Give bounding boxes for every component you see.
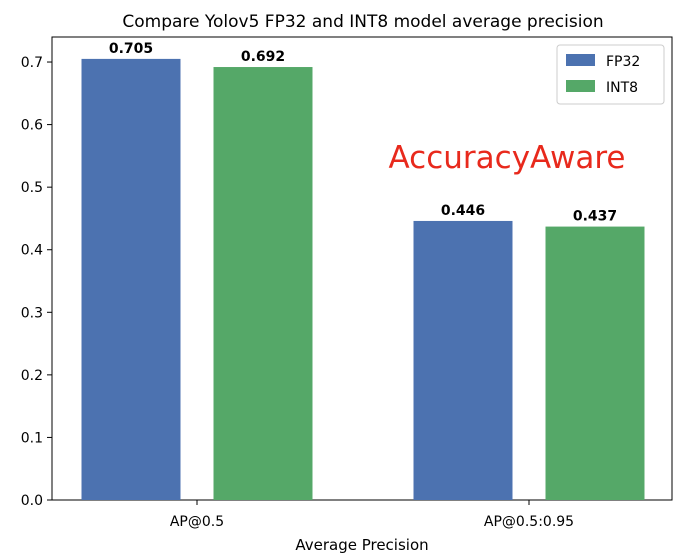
data-labels-group: 0.705 0.692 0.446 0.437 [109,41,617,225]
bar-int8-0 [213,67,313,500]
bar-fp32-1 [413,220,513,500]
legend-label-int8: INT8 [606,80,638,96]
y-tick-label: 0.2 [21,368,43,384]
y-tick-label: 0.6 [21,118,43,134]
bar-fp32-0 [81,58,181,500]
y-tick-label: 0.4 [21,243,43,259]
data-label: 0.692 [241,49,285,65]
x-tick-label: AP@0.5:0.95 [484,514,574,530]
chart-title: Compare Yolov5 FP32 and INT8 model avera… [122,12,603,32]
data-label: 0.705 [109,41,153,57]
data-label: 0.446 [441,203,485,219]
accuracy-aware-annotation: AccuracyAware [389,140,626,176]
bars-group [81,58,645,501]
y-tick-label: 0.1 [21,430,43,446]
legend-swatch-fp32 [566,54,595,66]
legend-swatch-int8 [566,80,595,92]
y-tick-label: 0.0 [21,493,43,509]
legend-label-fp32: FP32 [606,54,640,70]
bar-int8-1 [545,226,645,501]
x-axis-label: Average Precision [295,536,428,554]
data-label: 0.437 [573,209,617,225]
legend: FP32 INT8 [556,44,665,105]
y-tick-label: 0.5 [21,180,43,196]
y-tick-label: 0.3 [21,305,43,321]
y-tick-label: 0.7 [21,55,43,71]
y-axis: 0.0 0.1 0.2 0.3 0.4 0.5 0.6 0.7 [21,55,52,509]
plot-frame [51,36,673,501]
x-axis: AP@0.5 AP@0.5:0.95 [170,500,574,530]
x-tick-label: AP@0.5 [170,514,224,530]
